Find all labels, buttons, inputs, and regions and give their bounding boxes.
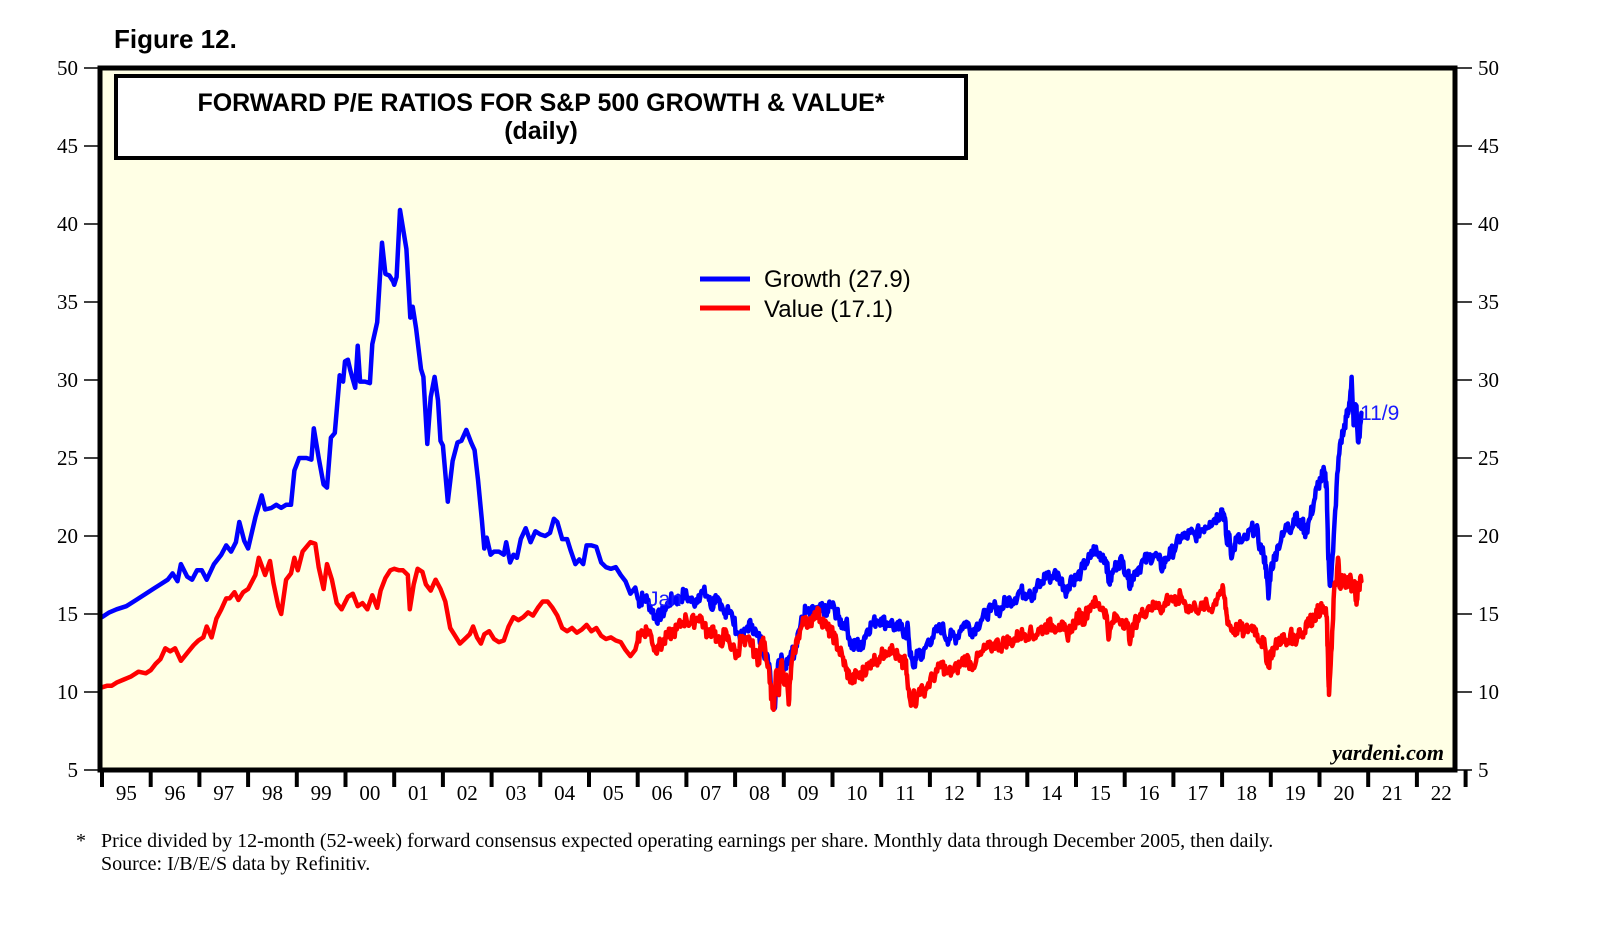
- x-tick-label: 08: [749, 781, 770, 805]
- y-tick-label-left: 15: [57, 602, 78, 626]
- x-tick-label: 96: [165, 781, 186, 805]
- y-tick-label-right: 40: [1478, 212, 1499, 236]
- plot-area: [100, 68, 1455, 770]
- footnote-text: Price divided by 12-month (52-week) forw…: [101, 830, 1274, 852]
- x-tick-label: 14: [1041, 781, 1063, 805]
- x-tick-label: 21: [1382, 781, 1403, 805]
- y-tick-label-right: 45: [1478, 134, 1499, 158]
- x-tick-label: 10: [846, 781, 867, 805]
- x-tick-label: 22: [1431, 781, 1452, 805]
- watermark: yardeni.com: [1329, 740, 1444, 765]
- x-tick-label: 07: [700, 781, 721, 805]
- y-tick-label-left: 25: [57, 446, 78, 470]
- legend-label-value: Value (17.1): [764, 296, 893, 323]
- x-tick-label: 04: [554, 781, 576, 805]
- y-tick-label-left: 45: [57, 134, 78, 158]
- legend-label-growth: Growth (27.9): [764, 266, 911, 293]
- x-tick-label: 13: [992, 781, 1013, 805]
- y-axis-left: 5 10 15 20 25 30 35 40 45 50: [57, 56, 100, 782]
- series-line-value: [99, 539, 1364, 713]
- y-tick-label-left: 10: [57, 680, 78, 704]
- x-tick-label: 20: [1333, 781, 1354, 805]
- x-tick-label: 98: [262, 781, 283, 805]
- footnote-source: Source: I/B/E/S data by Refinitiv.: [101, 853, 371, 875]
- x-tick-label: 95: [116, 781, 137, 805]
- y-tick-label-left: 30: [57, 368, 78, 392]
- x-tick-label: 18: [1236, 781, 1257, 805]
- x-tick-label: 17: [1187, 781, 1208, 805]
- x-tick-label: 09: [798, 781, 819, 805]
- x-tick-label: 97: [213, 781, 234, 805]
- x-tick-label: 11: [895, 781, 915, 805]
- y-tick-label-right: 30: [1478, 368, 1499, 392]
- x-tick-label: 06: [652, 781, 673, 805]
- y-tick-label-left: 20: [57, 524, 78, 548]
- x-tick-label: 15: [1090, 781, 1111, 805]
- series-line-growth: [99, 207, 1364, 711]
- y-axis-right: 5 10 15 20 25 30 35 40 45 50: [1455, 56, 1499, 782]
- chart-title: FORWARD P/E RATIOS FOR S&P 500 GROWTH & …: [197, 89, 884, 117]
- x-tick-label: 03: [505, 781, 526, 805]
- y-tick-label-right: 20: [1478, 524, 1499, 548]
- title-box: FORWARD P/E RATIOS FOR S&P 500 GROWTH & …: [114, 74, 968, 160]
- x-tick-label: 16: [1139, 781, 1160, 805]
- x-tick-label: 99: [311, 781, 332, 805]
- x-tick-label: 05: [603, 781, 624, 805]
- y-tick-label-left: 50: [57, 56, 78, 80]
- y-tick-label-right: 35: [1478, 290, 1499, 314]
- footnote: * Price divided by 12-month (52-week) for…: [76, 830, 1273, 876]
- annotation-last-date: 11/9: [1360, 402, 1399, 425]
- y-tick-label-right: 5: [1478, 758, 1489, 782]
- x-tick-label: 00: [359, 781, 380, 805]
- series-layer: [99, 207, 1364, 713]
- annotation-jan: Jan: [648, 588, 682, 611]
- y-tick-label-left: 5: [68, 758, 79, 782]
- y-tick-label-right: 25: [1478, 446, 1499, 470]
- chart-subtitle: (daily): [504, 117, 578, 145]
- legend: Growth (27.9) Value (17.1): [700, 266, 911, 323]
- footnote-line-1: * Price divided by 12-month (52-week) for…: [76, 830, 1273, 853]
- x-tick-label: 01: [408, 781, 429, 805]
- footnote-marker: *: [76, 830, 86, 852]
- footnote-line-2: Source: I/B/E/S data by Refinitiv.: [76, 853, 1273, 876]
- x-axis: 95 96 97 98 99 00 01 02 03 04 05 06 07 08 09 10 11 12 13 14…: [100, 770, 1468, 805]
- plot-frame: [97, 65, 1458, 773]
- x-tick-label: 02: [457, 781, 478, 805]
- y-tick-label-left: 35: [57, 290, 78, 314]
- x-tick-label: 12: [944, 781, 965, 805]
- y-tick-label-right: 50: [1478, 56, 1499, 80]
- y-tick-label-right: 10: [1478, 680, 1499, 704]
- y-tick-label-left: 40: [57, 212, 78, 236]
- y-tick-label-right: 15: [1478, 602, 1499, 626]
- figure-label: Figure 12.: [114, 24, 237, 54]
- x-tick-label: 19: [1285, 781, 1306, 805]
